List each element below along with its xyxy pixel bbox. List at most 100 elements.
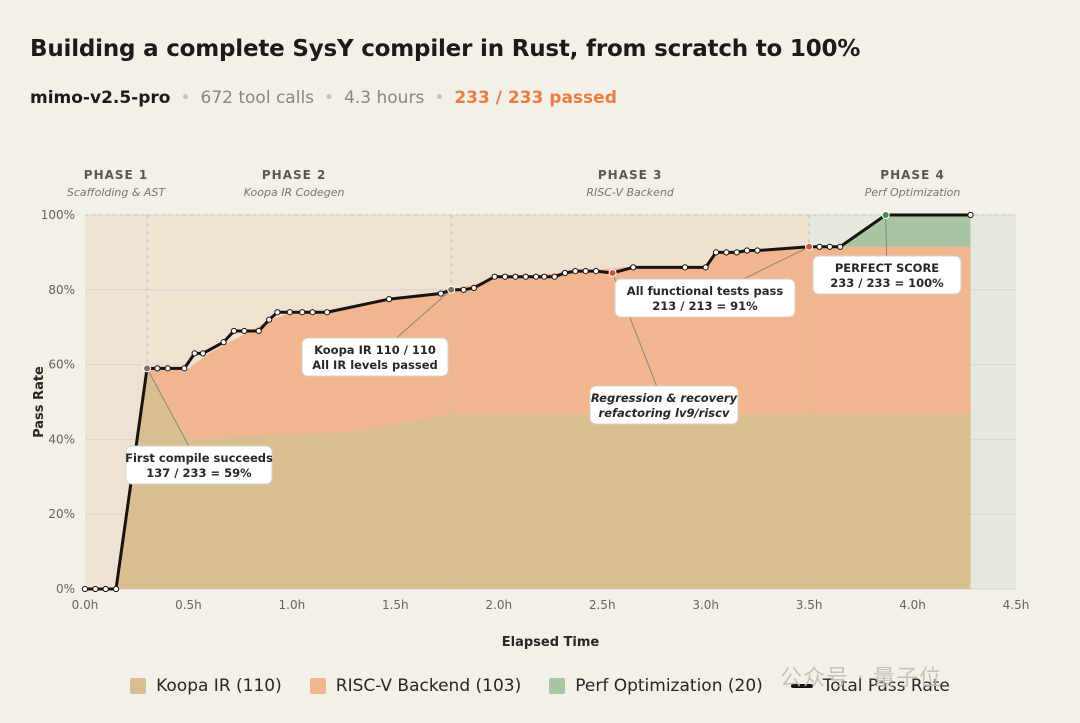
data-point [826,243,833,250]
highlight-point [608,268,617,277]
watermark-text: 公众号 · 量子位 [780,666,942,691]
data-point [592,268,600,275]
x-tick-label: 1.5h [382,598,409,612]
data-point [266,316,273,323]
data-point [733,249,740,256]
data-point [92,585,99,593]
perf-area [809,215,971,247]
annotation-text: 233 / 233 = 100% [830,276,944,290]
x-tick-label: 4.0h [899,598,926,612]
x-tick-label: 3.0h [692,598,719,612]
y-tick-label: 100% [41,208,75,222]
model-name: mimo-v2.5-pro [30,88,171,108]
data-point [532,273,540,280]
legend-item-riscv: RISC-V Backend (103) [309,676,522,696]
data-point [154,365,161,372]
x-tick-label: 2.5h [589,598,616,612]
chart-title: Building a complete SysY compiler in Rus… [30,36,861,62]
annotation-text: refactoring lv9/riscv [599,406,730,420]
data-point [501,273,509,280]
phase-subtitle: Koopa IR Codegen [244,186,345,199]
data-point [541,273,548,280]
phase-subtitle: Perf Optimization [865,186,961,199]
data-point [199,350,207,357]
data-point [837,243,844,250]
annotation-text: 213 / 213 = 91% [652,299,758,313]
data-point [816,243,823,250]
data-point [460,286,467,293]
data-point [241,327,248,335]
annotation-text: Koopa IR 110 / 110 [314,343,436,357]
hours-text: 4.3 hours [344,88,425,108]
legend-label-koopa: Koopa IR (110) [156,676,282,696]
data-point [286,309,293,316]
data-point [470,284,478,292]
separator-dot: • [324,88,335,108]
koopa-area [85,372,971,589]
data-point [230,327,238,335]
phase-label: PHASE 4 [880,168,945,182]
y-tick-label: 60% [48,358,75,372]
chart-subtitle: mimo-v2.5-pro • 672 tool calls • 4.3 hours • 2… [30,88,617,108]
data-point [164,365,171,372]
annotation-box [125,445,273,485]
data-point [572,268,579,275]
legend-item-koopa: Koopa IR (110) [130,676,282,696]
legend-swatch-perf [549,678,566,694]
data-point [220,339,227,346]
phase-label: PHASE 3 [598,168,663,182]
highlight-point [881,211,890,219]
legend-item-total: Total Pass Rate [790,676,950,696]
annotation-text: All functional tests pass [627,284,784,298]
annotation-text: 137 / 233 = 59% [146,466,252,480]
x-tick-label: 0.5h [175,598,202,612]
data-point [754,247,761,254]
separator-dot: • [434,88,445,108]
data-point [491,273,498,280]
annotation-box [812,255,962,295]
data-point [681,264,689,271]
pass-rate-chart: PHASE 1 Scaffolding & AST PHASE 2 Koopa IR … [32,168,1030,650]
x-axis-label: Elapsed Time [502,635,600,650]
annotation-box [614,278,796,318]
tool-calls-text: 672 tool calls [200,88,315,108]
data-point [630,264,637,271]
data-point [437,290,444,297]
data-point [102,585,109,593]
x-tick-label: 4.5h [1003,598,1030,612]
highlight-point [143,364,152,373]
data-point [191,350,198,357]
annotation-text: PERFECT SCORE [835,261,939,275]
data-point [309,309,316,316]
legend-label-riscv: RISC-V Backend (103) [335,676,522,696]
data-point [181,365,188,372]
legend-item-perf: Perf Optimization (20) [549,676,763,696]
phase-subtitle: RISC-V Backend [586,186,675,199]
legend-label-total: Total Pass Rate [822,676,950,696]
data-point [582,268,589,275]
data-point [712,249,720,256]
highlight-point [805,242,814,251]
phase-subtitle: Scaffolding & AST [67,186,167,199]
data-point [561,269,569,277]
annotation-box [301,337,449,377]
data-point [386,296,393,303]
data-point [723,249,730,256]
phase-label: PHASE 1 [84,168,149,182]
annotation-text: Regression & recovery [591,391,738,405]
legend-label-perf: Perf Optimization (20) [575,676,763,696]
chart-legend: Koopa IR (110) RISC-V Backend (103) Perf… [0,676,1080,696]
passed-count: 233 / 233 passed [454,88,617,108]
separator-dot: • [180,88,191,108]
data-point [522,273,529,280]
x-tick-label: 3.5h [796,598,823,612]
data-point [81,585,89,593]
y-axis-label: Pass Rate [32,366,47,438]
data-point [299,309,306,316]
annotation-box [589,385,739,425]
data-point [323,309,331,316]
x-tick-label: 1.0h [279,598,306,612]
x-tick-label: 2.0h [485,598,512,612]
legend-swatch-total [790,684,813,688]
data-point [255,327,262,335]
